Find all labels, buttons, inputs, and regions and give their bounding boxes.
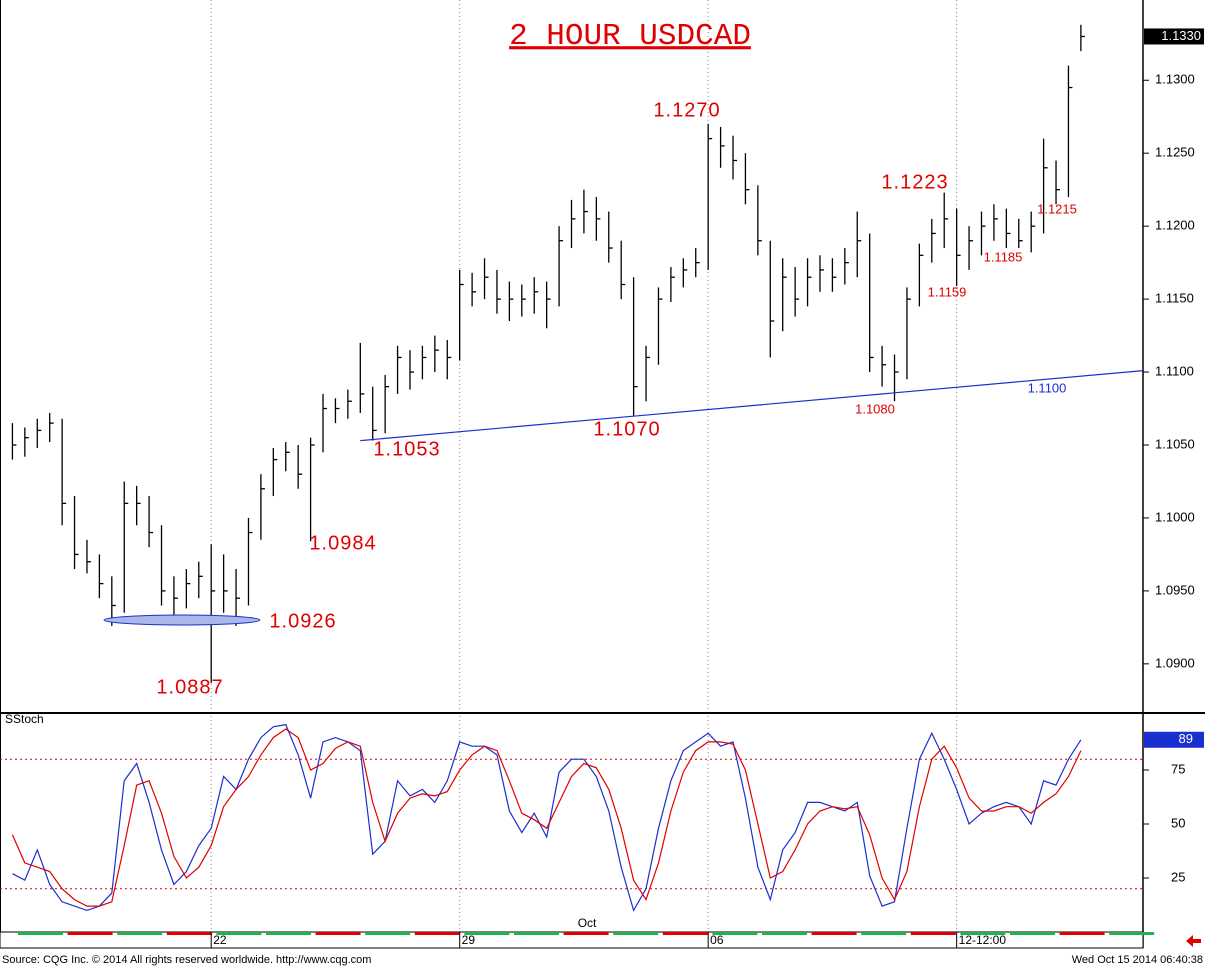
strip-segment	[464, 932, 510, 935]
x-tick-label: 12-12:00	[959, 933, 1007, 947]
series-line	[11, 728, 1082, 907]
strip-segment	[67, 932, 113, 935]
strip-segment	[811, 932, 857, 935]
y-tick-label: 1.1200	[1155, 218, 1195, 233]
y-tick-label: 1.1000	[1155, 509, 1195, 524]
strip-segment	[266, 932, 311, 935]
y-tick-label: 1.1300	[1155, 72, 1195, 87]
last-value-label: 89	[1179, 731, 1193, 746]
y-tick-label: 1.0900	[1155, 655, 1195, 670]
strip-segment	[910, 932, 956, 935]
x-tick-label: 06	[710, 933, 724, 947]
panel-title: SStoch	[5, 712, 44, 726]
trend-line	[360, 369, 1144, 442]
strip-segment	[365, 932, 411, 935]
annotation: 1.1270	[653, 99, 720, 121]
y-tick-label: 50	[1171, 815, 1185, 830]
y-tick-label: 75	[1171, 761, 1185, 776]
annotation: 1.0984	[309, 532, 376, 554]
annotation: 1.1223	[881, 171, 948, 193]
support-ellipse	[103, 614, 261, 626]
strip-segment	[18, 932, 63, 935]
footer-source: Source: CQG Inc. © 2014 All rights reser…	[2, 954, 371, 966]
last-value-box	[1144, 731, 1204, 748]
annotation: 1.1185	[984, 249, 1023, 264]
strip-segment	[414, 932, 460, 935]
strip-segment	[166, 932, 212, 935]
strip-segment	[1010, 932, 1055, 935]
strip-segment	[960, 932, 1006, 935]
strip-segment	[861, 932, 907, 935]
annotation: 1.1053	[373, 438, 440, 460]
strip-segment	[662, 932, 708, 935]
strip-segment	[762, 932, 807, 935]
y-tick-label: 1.0950	[1155, 582, 1195, 597]
y-tick-label: 1.1150	[1155, 291, 1194, 306]
chart-title: 2 HOUR USDCAD	[509, 19, 751, 54]
strip-segment	[1059, 932, 1105, 935]
strip-segment	[315, 932, 361, 935]
annotation: 1.0887	[156, 676, 223, 698]
annotation: 1.1080	[855, 401, 895, 416]
annotation: 1.1215	[1037, 201, 1077, 216]
footer-timestamp: Wed Oct 15 2014 06:40:38	[1072, 954, 1203, 966]
y-tick-label: 1.1100	[1155, 363, 1194, 378]
strip-segment	[1109, 932, 1155, 935]
strip-segment	[117, 932, 163, 935]
annotation: 1.1100	[1028, 380, 1067, 395]
last-value-label: 1.1330	[1161, 28, 1201, 43]
annotation: 1.1070	[593, 418, 660, 440]
scroll-arrow[interactable]	[1186, 935, 1201, 947]
y-tick-label: 1.1250	[1155, 145, 1195, 160]
x-tick-label: 29	[462, 933, 476, 947]
annotation: 1.0926	[269, 610, 336, 632]
strip-segment	[514, 932, 559, 935]
last-value-box	[1144, 28, 1204, 45]
annotation: 1.1159	[928, 284, 967, 299]
strip-segment	[712, 932, 758, 935]
strip-segment	[563, 932, 609, 935]
y-tick-label: 1.1050	[1155, 436, 1195, 451]
x-tick-label: 22	[213, 933, 227, 947]
strip-segment	[216, 932, 262, 935]
y-tick-label: 25	[1171, 869, 1185, 884]
month-label: Oct	[578, 916, 597, 930]
series-line	[12, 723, 1082, 912]
strip-segment	[613, 932, 659, 935]
